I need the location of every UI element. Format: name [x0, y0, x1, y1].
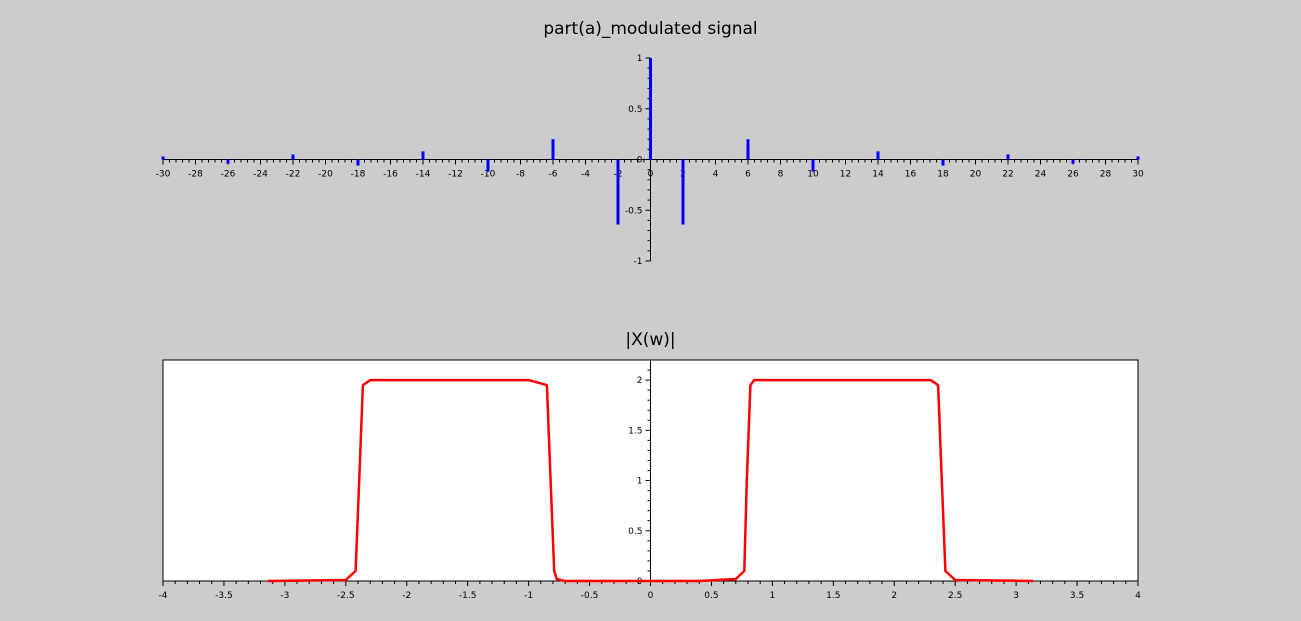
x-tick-label: -18 [351, 170, 366, 180]
chart-title: |X(w)| [625, 330, 675, 350]
x-tick-label: 24 [1035, 170, 1047, 180]
x-tick-label: 6 [745, 170, 751, 180]
x-tick-label: 4 [713, 170, 719, 180]
x-tick-label: -3.5 [215, 591, 233, 601]
x-tick-label: -12 [448, 170, 463, 180]
x-tick-label: 30 [1132, 170, 1144, 180]
series-line [267, 378, 1034, 583]
y-tick-label: 1 [637, 54, 643, 64]
subplot-2: |X(w)| -4 -3.5 -3 -2.5 -2 -1.5 -1 -0.5 0 0.5 1 1.5 2 2… [159, 330, 1142, 601]
x-tick-label: 10 [807, 170, 819, 180]
x-tick-label: -16 [383, 170, 398, 180]
x-tick-label: -24 [253, 170, 268, 180]
x-tick-label: 14 [872, 170, 884, 180]
x-tick-label: 16 [905, 170, 917, 180]
y-tick-label: 0.5 [628, 527, 642, 537]
x-tick-label: 0 [648, 170, 654, 180]
x-tick-label: -20 [318, 170, 333, 180]
x-tick-label: -14 [416, 170, 431, 180]
x-tick-label: 26 [1067, 170, 1079, 180]
x-tick-label: 1.5 [826, 591, 840, 601]
x-tick-label: -1 [524, 591, 533, 601]
x-tick-label: 3.5 [1070, 591, 1084, 601]
chart-title: part(a)_modulated signal [543, 19, 757, 39]
x-tick-label: 1 [770, 591, 776, 601]
y-tick-label: -1 [634, 257, 643, 267]
y-tick-label: 0.5 [628, 105, 642, 115]
x-tick-label: -3 [280, 591, 289, 601]
x-tick-label: -8 [516, 170, 525, 180]
x-tick-label: 4 [1135, 591, 1141, 601]
y-tick-label: 0 [637, 156, 643, 166]
x-tick-label: -0.5 [581, 591, 599, 601]
x-tick-label: 18 [937, 170, 949, 180]
x-tick-label: 3 [1013, 591, 1019, 601]
x-tick-label: -6 [549, 170, 558, 180]
x-tick-label: 28 [1100, 170, 1112, 180]
x-tick-label: 2 [891, 591, 897, 601]
x-tick-label: 8 [778, 170, 784, 180]
x-tick-label: -2 [402, 591, 411, 601]
x-tick-label: -10 [481, 170, 496, 180]
x-tick-label: -4 [159, 591, 168, 601]
x-tick-label: 20 [970, 170, 982, 180]
subplot-1: part(a)_modulated signal -30 -28 -26 -24 -22 -… [156, 19, 1144, 267]
y-tick-label: 1 [637, 477, 643, 487]
x-tick-label: -4 [581, 170, 590, 180]
x-tick-label: -22 [286, 170, 301, 180]
x-tick-label: 0.5 [704, 591, 718, 601]
x-tick-label: 22 [1002, 170, 1013, 180]
x-tick-label: 12 [840, 170, 851, 180]
x-tick-label: 0 [648, 591, 654, 601]
x-tick-label: -26 [221, 170, 236, 180]
y-tick-label: 1.5 [628, 426, 642, 436]
x-tick-label: -28 [188, 170, 203, 180]
x-tick-label: 2.5 [948, 591, 962, 601]
x-tick-label: -1.5 [459, 591, 477, 601]
x-tick-label: -30 [156, 170, 171, 180]
y-tick-label: 2 [637, 376, 643, 386]
x-tick-label: -2.5 [337, 591, 355, 601]
y-tick-label: -0.5 [625, 206, 643, 216]
